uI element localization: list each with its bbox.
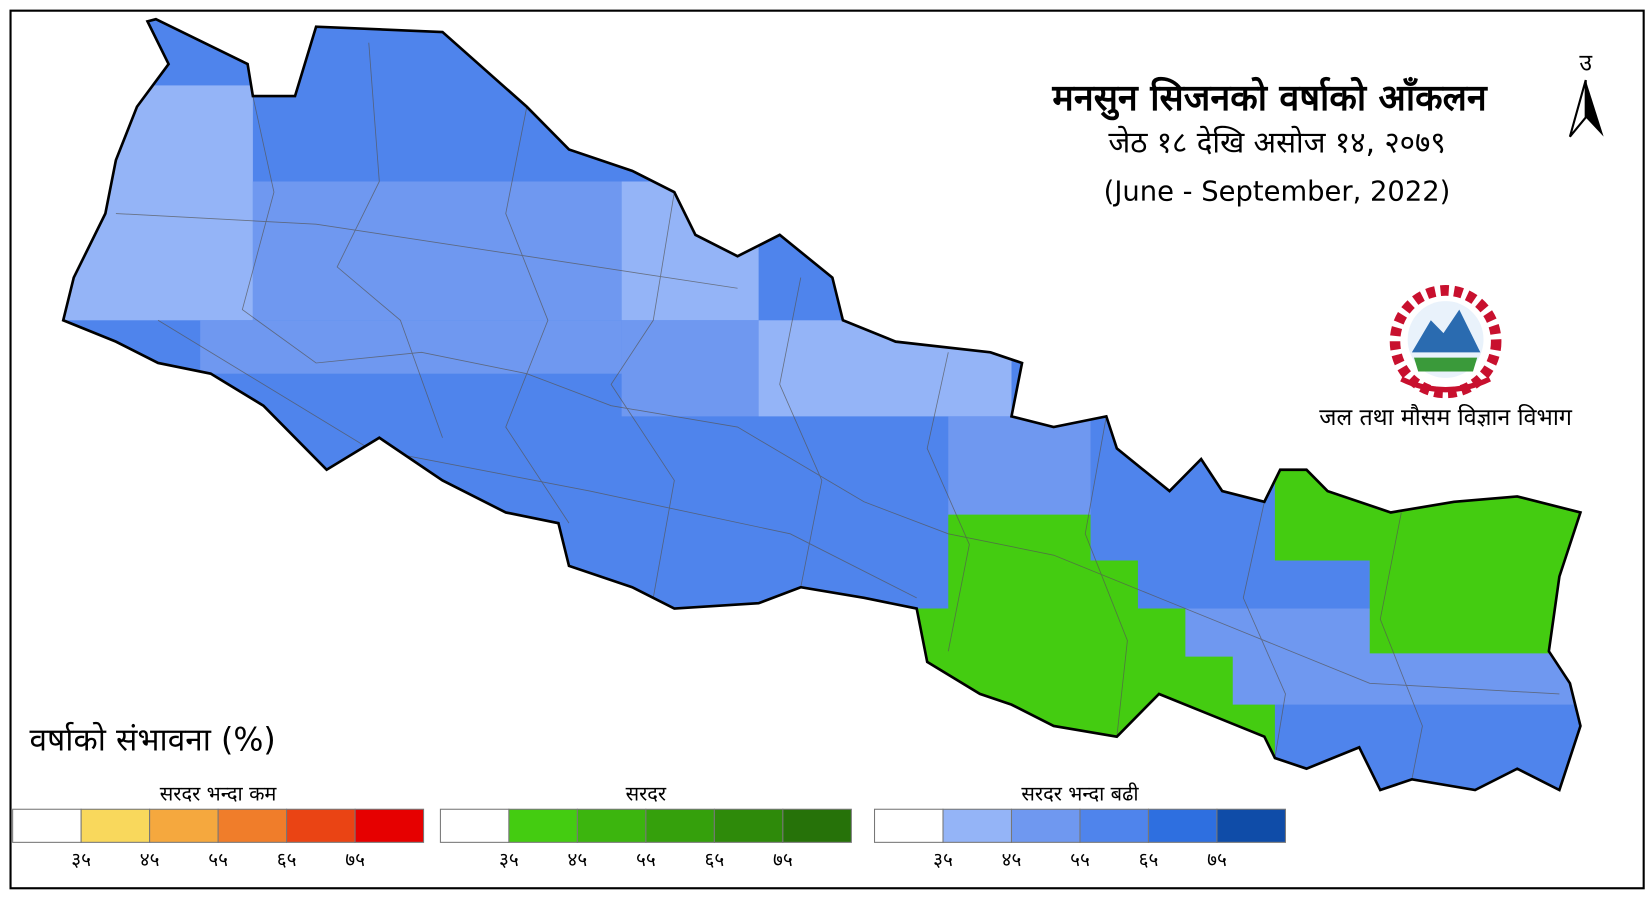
- legend-swatch: [576, 808, 647, 843]
- legend-tick: ४५: [1002, 848, 1022, 871]
- legend-tick: ३५: [499, 848, 519, 871]
- title-line: मनसुन सिजनको वर्षाको आँकलन: [1051, 77, 1488, 121]
- zone-normal: [1274, 459, 1581, 654]
- district-lines: [115, 42, 1560, 780]
- legend-title: वर्षाको संभावना (%): [30, 720, 276, 758]
- legend-tick: ५५: [1070, 848, 1090, 871]
- legend-tick: ६५: [705, 848, 725, 871]
- legend-swatch: [713, 808, 784, 843]
- legend-swatch: [217, 808, 288, 843]
- legend-swatch: [149, 808, 219, 843]
- title-line: जेठ १८ देखि असोज १४, २०७९: [1108, 125, 1445, 160]
- emblem: [1389, 285, 1502, 399]
- legend-group-title: सरदर भन्दा बढी: [1021, 782, 1139, 806]
- zone-light: [63, 85, 253, 321]
- north-label: उ: [1579, 48, 1593, 76]
- legend-swatch: [1010, 808, 1081, 843]
- north-arrow: [1568, 79, 1587, 138]
- legend-tick: ४५: [568, 848, 588, 871]
- legend-tick: ५५: [636, 848, 656, 871]
- legend-tick: ६५: [277, 848, 297, 871]
- legend-group-title: सरदर भन्दा कम: [160, 782, 278, 806]
- legend-tick: ७५: [1207, 848, 1227, 871]
- legend-tick: ३५: [71, 848, 91, 871]
- legend-swatch: [354, 808, 425, 843]
- zone-medium: [252, 181, 622, 321]
- legend-swatch: [645, 808, 715, 843]
- legend-tick: ३५: [933, 848, 953, 871]
- legend-tick: ४५: [140, 848, 160, 871]
- legend-swatch: [873, 808, 944, 843]
- zone-light: [621, 181, 759, 321]
- legend-swatch: [1147, 808, 1218, 843]
- legend-swatch: [1216, 808, 1286, 843]
- legend-tick: ५५: [208, 848, 228, 871]
- legend-swatch: [12, 808, 82, 843]
- legend-swatch: [942, 808, 1013, 843]
- legend-swatch: [439, 808, 510, 843]
- agency-name: जल तथा मौसम विज्ञान विभाग: [1319, 403, 1572, 431]
- legend-tick: ७५: [345, 848, 365, 871]
- legend-swatch: [286, 808, 356, 843]
- zone-medium: [621, 320, 759, 417]
- title-line: (June - September, 2022): [1104, 175, 1451, 208]
- north-arrow: [1585, 80, 1604, 137]
- legend-swatch: [508, 808, 578, 843]
- legend: सरदर भन्दा कम ३५ ४५ ५५ ६५ ७५ सरदर ३५ ४५ ५५ ६५ ७५ सरद…: [12, 782, 1286, 871]
- legend-swatch: [1079, 808, 1149, 843]
- zone-light: [758, 320, 1012, 417]
- zone-medium: [200, 320, 622, 374]
- legend-tick: ७५: [773, 848, 793, 871]
- legend-swatch: [782, 808, 852, 843]
- legend-swatch: [80, 808, 151, 843]
- legend-tick: ६५: [1139, 848, 1159, 871]
- legend-group-title: सरदर: [626, 782, 667, 806]
- zone-medium: [948, 416, 1091, 518]
- frame: [9, 9, 1645, 890]
